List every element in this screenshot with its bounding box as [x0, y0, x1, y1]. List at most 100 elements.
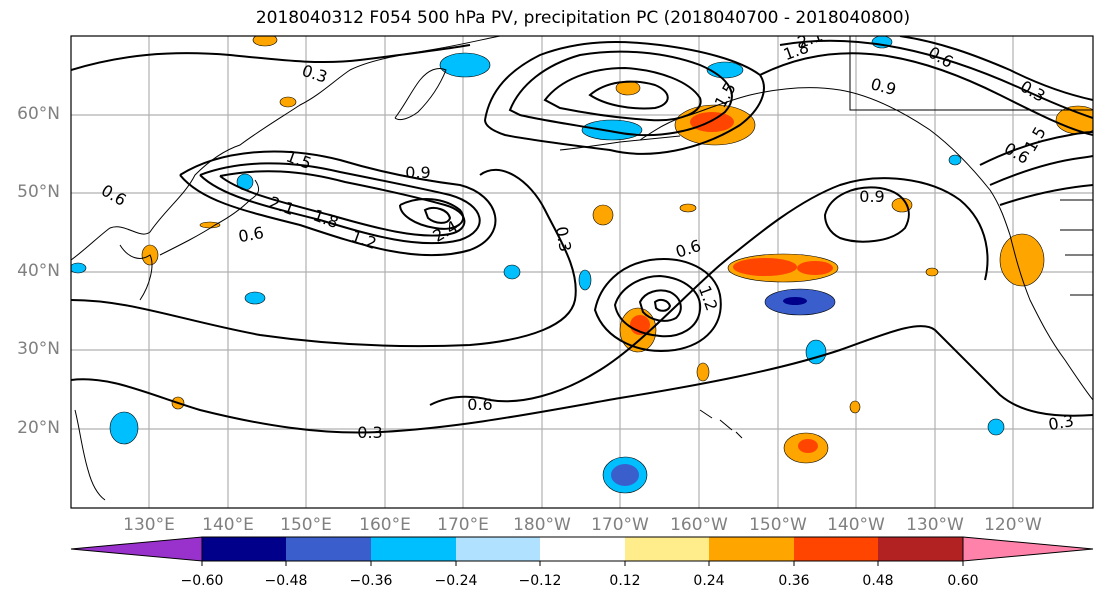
lon-label: 160°E — [359, 515, 411, 535]
neg-anomaly-blob — [439, 52, 491, 78]
canada-border — [849, 36, 1093, 111]
pv-contour-0p3-mid — [71, 169, 577, 348]
pv-low-outer — [179, 150, 497, 257]
precip-shading — [71, 36, 1093, 494]
neg-anomaly-core — [783, 297, 807, 305]
pv-north-trough-outer — [484, 41, 765, 155]
lat-label: 60°N — [17, 104, 60, 124]
pv-east-high — [823, 186, 910, 243]
aleutian-islands — [559, 135, 681, 151]
pv-low-ring — [219, 170, 466, 237]
pos-anomaly-blob — [999, 233, 1045, 287]
lon-label: 170°E — [437, 515, 489, 535]
us-border — [1060, 199, 1093, 296]
colorbar-bin — [286, 537, 371, 561]
pv-contour-0p3-north — [71, 44, 471, 71]
colorbar-bin — [709, 537, 794, 561]
korea-coast — [119, 244, 153, 301]
pos-anomaly-core — [797, 261, 833, 275]
neg-anomaly-blob — [948, 154, 962, 166]
neg-anomaly-blob — [578, 269, 592, 291]
north-america-coast — [1009, 234, 1093, 401]
pos-anomaly-core — [733, 258, 797, 276]
colorbar-tick-label: 0.48 — [862, 573, 894, 589]
lon-label: 130°W — [906, 515, 964, 535]
colorbar-tick-label: 0.60 — [947, 573, 979, 589]
lon-label: 170°W — [591, 515, 649, 535]
lon-label: 120°W — [984, 515, 1042, 535]
neg-anomaly-blob — [581, 119, 643, 141]
pv-north-band — [899, 36, 1093, 101]
pv-north-band — [779, 39, 1093, 119]
lon-label: 180°W — [513, 515, 571, 535]
pv-cutoff-low-ring — [613, 274, 702, 338]
pv-low-ring — [399, 198, 465, 230]
philippines-coast — [74, 409, 106, 501]
colorbar-tick-label: −0.12 — [518, 573, 562, 589]
colorbar-bin — [794, 537, 878, 561]
neg-anomaly-blob — [71, 262, 87, 274]
lon-label: 160°W — [670, 515, 728, 535]
colorbar-tick-label: 0.12 — [609, 573, 641, 589]
pv-north-trough-inner — [588, 80, 669, 110]
contour-label: 0.3 — [1047, 411, 1075, 434]
lat-label: 50°N — [17, 182, 60, 202]
pos-anomaly-blob — [696, 362, 710, 382]
lon-label: 140°E — [202, 515, 254, 535]
colorbar-bin — [540, 537, 625, 561]
contour-label: 0.3 — [357, 423, 382, 442]
colorbar-bin — [202, 537, 286, 561]
pv-north-trough-ring — [543, 66, 702, 122]
lat-label: 40°N — [17, 261, 60, 281]
pos-anomaly-blob — [849, 400, 861, 414]
pv-cutoff-low-inner — [653, 298, 672, 312]
pos-anomaly-core — [690, 112, 734, 132]
lon-label: 150°W — [749, 515, 807, 535]
neg-anomaly-blob — [244, 291, 266, 305]
colorbar-tick-label: −0.36 — [349, 573, 393, 589]
pv-low-core — [423, 207, 452, 224]
pv-north-trough-ring — [508, 50, 733, 137]
figure-title: 2018040312 F054 500 hPa PV, precipitatio… — [255, 8, 911, 28]
pos-anomaly-blob — [252, 36, 278, 47]
pv-contour-0p6 — [429, 177, 989, 406]
colorbar-tick-label: −0.48 — [264, 573, 308, 589]
pv-north-band — [759, 52, 1093, 136]
contour-label: 0.3 — [552, 225, 575, 253]
pos-anomaly-core — [798, 439, 818, 453]
colorbar-tick-label: 0.24 — [693, 573, 725, 589]
lon-label: 140°W — [827, 515, 885, 535]
colorbar-bin — [878, 537, 963, 561]
pv-cutoff-low-ring — [638, 289, 682, 322]
lat-label: 20°N — [17, 418, 60, 438]
neg-anomaly-blob — [987, 418, 1005, 436]
neg-anomaly-blob — [706, 61, 744, 79]
contour-label: 0.9 — [405, 163, 430, 182]
colorbar-bin — [625, 537, 709, 561]
colorbar — [70, 536, 1094, 566]
pos-anomaly-blob — [592, 204, 614, 226]
neg-anomaly-blob — [503, 264, 521, 280]
contour-label: 0.6 — [467, 395, 492, 414]
pv-east-coast-band — [979, 131, 1093, 166]
pv-contours — [71, 36, 1093, 434]
map-frame — [70, 35, 1094, 509]
contour-label: 0.9 — [859, 187, 884, 206]
lat-label: 30°N — [17, 339, 60, 359]
lon-label: 130°E — [123, 515, 175, 535]
colorbar-tick-label: −0.24 — [434, 573, 478, 589]
japan-coast — [159, 179, 260, 256]
pos-anomaly-blob — [925, 267, 939, 277]
pos-anomaly-blob — [199, 221, 221, 229]
colorbar-bin — [371, 537, 456, 561]
lon-label: 150°E — [280, 515, 332, 535]
colorbar-frame — [201, 536, 964, 562]
pv-contour-0p3-south — [71, 325, 1093, 434]
contour-label: 0.6 — [237, 223, 265, 246]
pos-anomaly-blob — [679, 203, 697, 213]
colorbar-extend-low — [70, 536, 203, 562]
neg-anomaly-blob — [109, 411, 139, 445]
pos-anomaly-blob — [279, 96, 297, 108]
hawaii-islands — [699, 409, 743, 439]
